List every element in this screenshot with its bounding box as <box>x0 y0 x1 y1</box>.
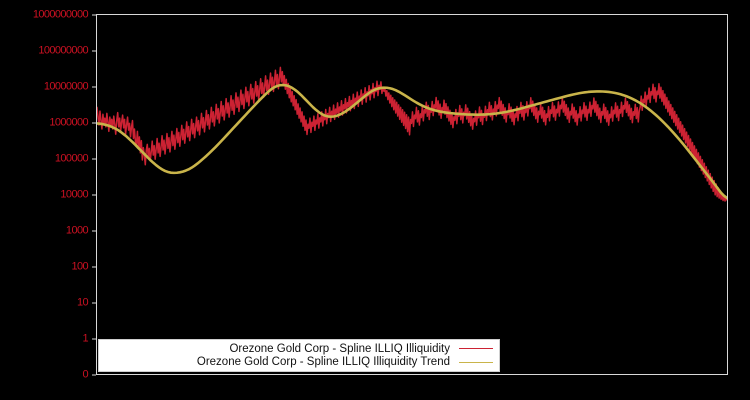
legend-swatch-series-icon <box>459 348 493 350</box>
legend-entry-series: Orezone Gold Corp - Spline ILLIQ Illiqui… <box>103 342 493 356</box>
y-tick-mark <box>92 158 96 160</box>
series-line-illiquidity-trend <box>97 85 727 198</box>
y-tick-label: 1000000000 <box>32 8 89 21</box>
y-tick-label: 1000 <box>65 224 89 237</box>
legend-label-trend: Orezone Gold Corp - Spline ILLIQ Illiqui… <box>196 356 450 369</box>
y-tick-mark <box>92 122 96 124</box>
legend-swatch-trend-icon <box>459 361 493 363</box>
y-tick-mark <box>92 374 96 376</box>
y-tick-mark <box>92 50 96 52</box>
y-tick-mark <box>92 266 96 268</box>
y-tick-mark <box>92 338 96 340</box>
y-tick-label: 10000000 <box>43 80 89 93</box>
y-tick-label: 100 <box>71 260 88 273</box>
y-axis: 1000000000 100000000 10000000 1000000 100000… <box>0 0 96 400</box>
chart-legend: Orezone Gold Corp - Spline ILLIQ Illiqui… <box>98 339 500 372</box>
y-tick-mark <box>92 302 96 304</box>
legend-entry-trend: Orezone Gold Corp - Spline ILLIQ Illiqui… <box>103 356 493 370</box>
y-tick-label: 10000 <box>60 188 88 201</box>
legend-label-series: Orezone Gold Corp - Spline ILLIQ Illiqui… <box>229 342 450 355</box>
y-tick-label: 1 <box>82 332 88 345</box>
y-tick-mark <box>92 194 96 196</box>
y-tick-label: 10 <box>76 296 89 309</box>
y-tick-label: 1000000 <box>49 116 88 129</box>
series-line-illiquidity <box>97 67 727 201</box>
plot-svg <box>97 15 727 374</box>
y-tick-label: 0 <box>82 368 88 381</box>
plot-area <box>96 14 728 375</box>
y-tick-label: 100000000 <box>38 44 88 57</box>
y-tick-label: 100000 <box>54 152 89 165</box>
y-tick-mark <box>92 14 96 16</box>
y-tick-mark <box>92 86 96 88</box>
y-tick-mark <box>92 230 96 232</box>
